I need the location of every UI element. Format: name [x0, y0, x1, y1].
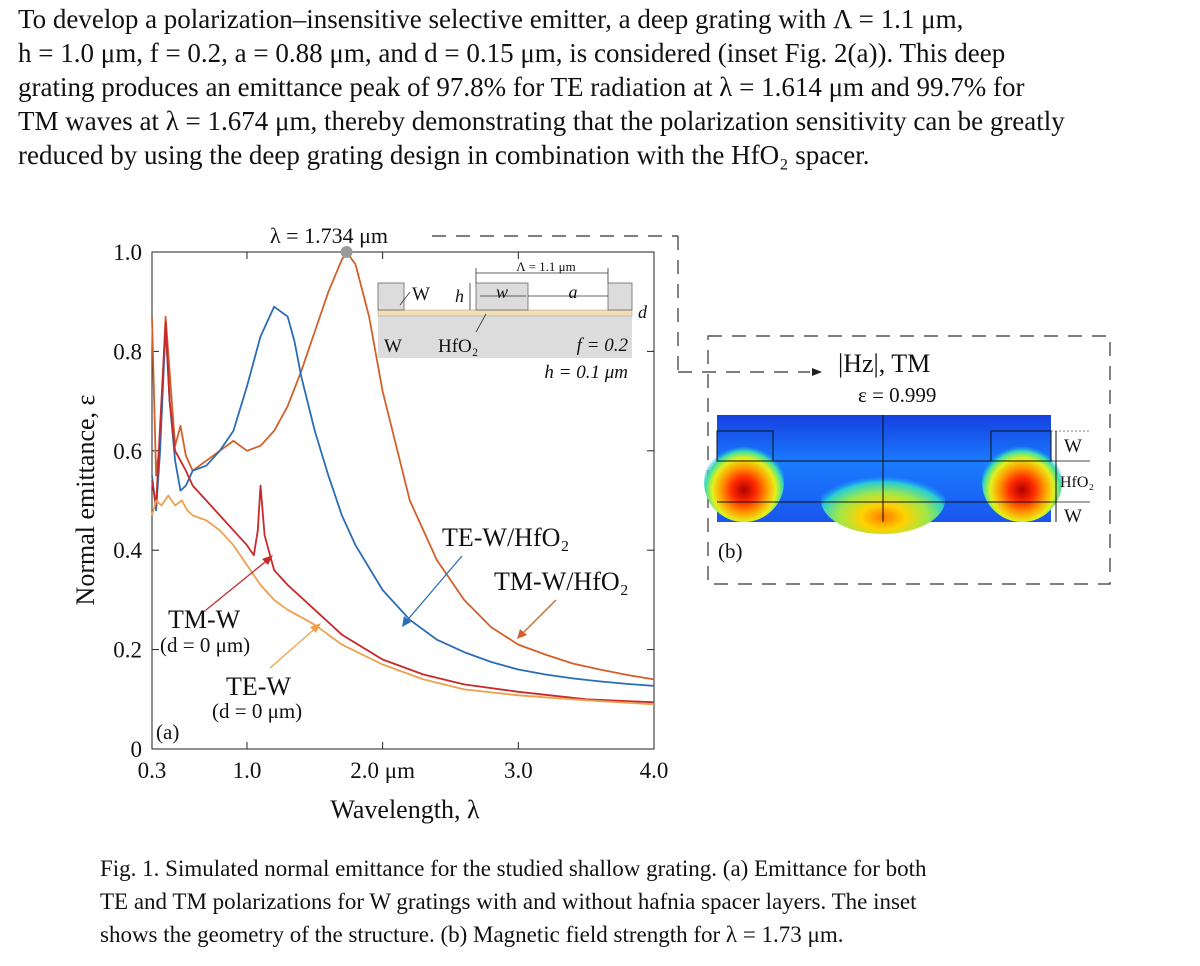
- inset-h-label: h: [455, 286, 464, 306]
- series-line-tm-hfo2: [151, 251, 655, 681]
- peak-connector: [432, 235, 810, 373]
- peak-marker: [340, 246, 353, 258]
- field-hotspot-left: [704, 442, 784, 522]
- paragraph-line: grating produces an emittance peak of 97…: [18, 72, 1025, 102]
- y-tick-label: 0.4: [113, 538, 142, 563]
- inset-a-label: a: [569, 282, 578, 302]
- inset-hfo2-layer: [377, 309, 633, 317]
- field-panel-epsilon: ε = 0.999: [858, 383, 936, 407]
- y-tick-label: 0.2: [113, 638, 142, 663]
- inset-w-bottom-label: W: [384, 336, 402, 357]
- tm-w-arrowhead: [262, 555, 273, 565]
- inset-hfo2-label: HfO₂: [438, 336, 478, 357]
- y-axis-ticks: 0 0.2 0.4 0.6 0.8 1.0: [113, 240, 654, 762]
- series-line-te-hfo2: [151, 305, 655, 687]
- label-tm-w-d: (d = 0 μm): [160, 633, 250, 657]
- te-w-arrowhead: [310, 623, 321, 633]
- y-tick-label: 1.0: [113, 240, 142, 265]
- paragraph-line: reduced by using the deep grating design…: [18, 140, 870, 170]
- x-tick-label: 3.0: [504, 758, 533, 783]
- paragraph-line: TM waves at λ = 1.674 μm, thereby demons…: [18, 106, 1065, 136]
- plot-frame: [151, 251, 655, 750]
- annotation-arrows: [205, 555, 557, 669]
- series-line-tm-w: [151, 320, 655, 704]
- x-tick-label: 4.0: [640, 758, 669, 783]
- x-tick-label: 1.0: [233, 758, 262, 783]
- caption-line: shows the geometry of the structure. (b)…: [100, 922, 844, 947]
- panel-b-label: (b): [718, 539, 743, 563]
- body-paragraph: To develop a polarization–insensitive se…: [18, 2, 1182, 172]
- field-layer-w-top: W: [1064, 436, 1082, 457]
- tm-hfo2-arrowhead: [517, 629, 527, 639]
- tm-w-arrow: [205, 557, 271, 611]
- y-tick-label: 0.8: [113, 339, 142, 364]
- inset-ridge-middle: [475, 282, 529, 311]
- caption-line: Fig. 1. Simulated normal emittance for t…: [100, 856, 927, 881]
- peak-annotation: λ = 1.734 μm: [270, 223, 388, 248]
- panel-b-frame: [707, 335, 1111, 585]
- label-te-hfo2: TE-W/HfO₂: [442, 523, 569, 552]
- inset-substrate: [378, 316, 632, 358]
- label-te-w: TE-W: [226, 672, 291, 701]
- paragraph-line: h = 1.0 μm, f = 0.2, a = 0.88 μm, and d …: [18, 38, 1006, 68]
- inset-d-label: d: [638, 302, 648, 322]
- y-tick-label: 0: [131, 737, 143, 762]
- connector-arrowhead: [812, 368, 822, 376]
- y-tick-label: 0.6: [113, 439, 142, 464]
- geometry-inset: Λ = 1.1 μm a w h d W W HfO₂ f = 0.2 h = …: [377, 259, 648, 383]
- x-tick-label: 0.3: [138, 758, 167, 783]
- field-layer-w-bottom: W: [1064, 506, 1082, 527]
- field-panel-title: |Hz|, TM: [838, 349, 930, 378]
- inset-h-text: h = 0.1 μm: [544, 362, 628, 383]
- x-axis-ticks: 0.3 1.0 2.0 μm 3.0 4.0: [138, 252, 669, 783]
- inset-ridge-right: [607, 282, 633, 311]
- paragraph-line: To develop a polarization–insensitive se…: [18, 4, 964, 34]
- inset-period-label: Λ = 1.1 μm: [516, 259, 576, 274]
- figure: 0 0.2 0.4 0.6 0.8 1.0 0.3 1.0 2.0 μm 3.0 4.0 Λ = …: [71, 223, 1111, 824]
- panel-a-label: (a): [156, 720, 179, 744]
- figure-caption: Fig. 1. Simulated normal emittance for t…: [100, 852, 1100, 951]
- inset-hfo2-leader: [475, 313, 487, 333]
- label-tm-w: TM-W: [168, 605, 241, 634]
- tm-hfo2-arrow: [519, 599, 557, 637]
- series-line-te-w: [151, 494, 655, 706]
- te-hfo2-arrow: [403, 555, 463, 625]
- x-axis-label: Wavelength, λ: [330, 795, 480, 824]
- caption-line: TE and TM polarizations for W gratings w…: [100, 889, 917, 914]
- field-layer-hfo2: HfO₂: [1060, 474, 1094, 491]
- label-tm-hfo2: TM-W/HfO₂: [494, 567, 629, 596]
- inset-w-label: w: [496, 282, 508, 302]
- x-tick-label: 2.0 μm: [350, 758, 415, 783]
- curves-layer: [151, 251, 655, 706]
- inset-w-leader: [399, 291, 411, 306]
- y-axis-label: Normal emittance, ε: [71, 394, 100, 605]
- inset-w-top-label: W: [412, 284, 430, 305]
- inset-f-text: f = 0.2: [577, 335, 629, 356]
- label-te-w-d: (d = 0 μm): [212, 699, 302, 723]
- te-w-arrow: [269, 625, 319, 669]
- te-hfo2-arrowhead: [402, 616, 411, 627]
- inset-ridge-left: [377, 282, 405, 311]
- field-map: W HfO₂ W: [704, 415, 1094, 534]
- field-hotspot-right: [982, 442, 1062, 522]
